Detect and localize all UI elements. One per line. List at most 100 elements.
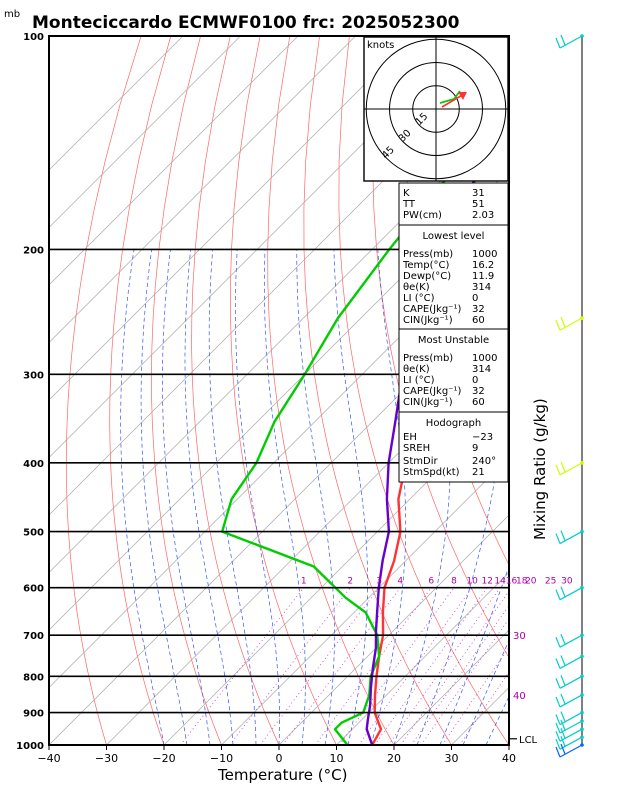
dry-adiabat (66, 36, 141, 745)
index-value: 314 (472, 282, 491, 293)
moist-adiabat (141, 249, 187, 745)
pressure-tick-label: 300 (23, 370, 44, 381)
wind-barb-flag (556, 678, 560, 688)
wind-barb (556, 316, 584, 330)
x-tick-label: −20 (152, 752, 175, 765)
lcl-label: LCL (519, 735, 538, 746)
pressure-tick-label: 100 (23, 32, 44, 43)
pressure-unit-label: mb (4, 9, 20, 20)
wind-barb-flag (561, 462, 565, 472)
mixing-ratio-line (411, 588, 521, 745)
index-value: 0 (472, 375, 478, 386)
index-value: 0 (472, 293, 478, 304)
mixing-ratio-line (260, 588, 379, 745)
pressure-tick-label: 900 (23, 709, 44, 720)
wind-barb-flag (556, 590, 560, 600)
index-key: LI (°C) (403, 293, 435, 304)
index-value: 2.03 (472, 210, 494, 221)
isotherm (0, 36, 298, 745)
index-key: StmDir (403, 456, 438, 467)
index-key: θe(K) (403, 282, 430, 293)
index-value: 31 (472, 188, 485, 199)
mixing-ratio-label: 10 (466, 577, 478, 587)
mixing-ratio-line (421, 588, 531, 745)
wind-barb (556, 633, 584, 647)
x-tick-label: −40 (37, 752, 60, 765)
moist-adiabat (334, 249, 368, 745)
x-tick-label: 40 (502, 752, 516, 765)
index-value: 1000 (472, 353, 497, 364)
dry-adiabat (151, 36, 221, 745)
index-value: 51 (472, 199, 485, 210)
dry-adiabat (558, 36, 618, 745)
mixing-ratio-label: 1 (301, 577, 307, 587)
index-key: EH (403, 432, 417, 443)
mixing-ratio-line (375, 588, 488, 745)
dry-adiabat (588, 36, 618, 745)
index-value: 21 (472, 467, 485, 478)
wind-barb-flag (561, 35, 565, 45)
moist-adiabat (121, 249, 164, 745)
mixing-ratio-line (230, 588, 351, 745)
index-key: θe(K) (403, 364, 430, 375)
index-key: CAPE(Jkg⁻¹) (403, 386, 461, 397)
mixing-ratio-label: 20 (525, 577, 537, 587)
index-value: 11.9 (472, 271, 494, 282)
index-key: K (403, 188, 410, 199)
index-section-title: Hodograph (426, 418, 481, 429)
isotherm (0, 36, 413, 745)
wind-barb (556, 693, 584, 707)
moist-adiabat (185, 249, 233, 745)
dry-adiabat (230, 36, 336, 745)
index-value: 32 (472, 304, 485, 315)
wind-barb (556, 530, 584, 544)
moist-adiabat (264, 249, 305, 745)
x-tick-label: −10 (210, 752, 233, 765)
mixing-ratio-label: 25 (545, 577, 556, 587)
wind-barb-flag (561, 634, 565, 644)
index-key: CAPE(Jkg⁻¹) (403, 304, 461, 315)
x-tick-label: 30 (445, 752, 459, 765)
index-value: 240° (472, 456, 496, 467)
dry-adiabat (528, 36, 618, 745)
theta-e-label: 30 (513, 631, 526, 642)
wind-barb-flag (561, 317, 565, 327)
index-value: 314 (472, 364, 491, 375)
wind-barb-flag (556, 38, 560, 48)
index-key: SREH (403, 443, 430, 454)
chart-title: Monteciccardo ECMWF0100 frc: 2025052300 (32, 13, 460, 33)
pressure-tick-label: 800 (23, 672, 44, 683)
mixing-ratio-line (339, 588, 454, 745)
index-key: Temp(°C) (402, 260, 450, 271)
wind-barb-flag (561, 675, 565, 685)
wind-barb-flag (556, 658, 560, 668)
x-tick-label: 20 (387, 752, 401, 765)
index-value: −23 (472, 432, 493, 443)
wind-barb-flag (556, 697, 560, 707)
mixing-ratio-label: 14 (494, 577, 506, 587)
moist-adiabat (163, 249, 211, 745)
wind-barb (556, 674, 584, 688)
wind-barb (556, 34, 584, 48)
theta-e-label: 40 (513, 691, 526, 702)
mixing-ratio-label: 2 (347, 577, 353, 587)
wind-barb-flag (556, 637, 560, 647)
index-key: Press(mb) (403, 249, 453, 260)
pressure-tick-label: 400 (23, 459, 44, 470)
x-axis-label: Temperature (°C) (217, 766, 347, 784)
wind-barb-flag (556, 320, 560, 330)
mixing-ratio-line (401, 588, 512, 745)
pressure-tick-label: 200 (23, 245, 44, 256)
pressure-tick-label: 700 (23, 631, 44, 642)
wind-barb-flag (561, 587, 565, 597)
moist-adiabat (236, 249, 280, 745)
pressure-tick-label: 500 (23, 528, 44, 539)
mixing-ratio-line (460, 588, 567, 745)
mixing-ratio-label: 30 (561, 577, 573, 587)
mixing-ratio-line (442, 588, 550, 745)
pressure-tick-label: 1000 (16, 741, 44, 752)
